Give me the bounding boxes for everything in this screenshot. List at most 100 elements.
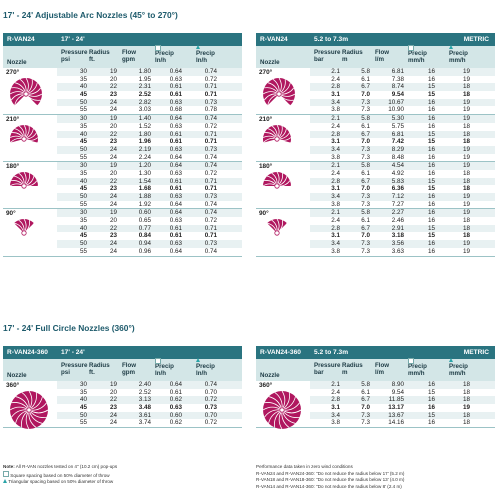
table-cell: 3.1 <box>331 185 340 193</box>
table-cell: 7.3 <box>361 200 370 208</box>
table-cell: 22 <box>109 130 117 138</box>
table-row: 50 24 0.94 0.63 0.73 <box>57 240 242 248</box>
nozzle-group: 180° 2.1 5.8 4.54 16 19 2.4 6.1 4.92 16 18 2.8 6.7 5.… <box>256 162 495 210</box>
table-cell: 45 <box>79 404 87 412</box>
table-cell: 0.70 <box>204 388 217 396</box>
triangle-spacing-icon <box>3 479 7 483</box>
table-cell: 5.83 <box>391 177 404 185</box>
table-cell: 16 <box>427 404 435 412</box>
table-row: 2.8 6.7 6.81 15 18 <box>310 130 495 139</box>
table-cell: 6.1 <box>361 169 370 177</box>
table-cell: 20 <box>109 217 117 225</box>
nozzle-cell: 180° <box>256 162 310 208</box>
table-cell: 15 <box>427 91 435 99</box>
range-label: 5.2 to 7.3m <box>314 349 349 356</box>
table-row: 2.8 6.7 8.74 15 18 <box>310 83 495 92</box>
table-row: 3.8 7.3 7.27 16 19 <box>310 201 495 209</box>
table-cell: 18 <box>462 381 470 388</box>
table-cell: 0.61 <box>169 130 182 138</box>
table-cell: 1.96 <box>138 138 151 146</box>
table-cell: 3.1 <box>331 232 340 240</box>
table-row: 2.4 6.1 2.46 16 18 <box>310 217 495 225</box>
table-cell: 50 <box>79 98 87 106</box>
table-row: 40 22 2.31 0.61 0.71 <box>57 83 242 92</box>
table-cell: 1.80 <box>138 68 151 75</box>
notes-title: Note: <box>3 464 15 469</box>
table-cell: 16 <box>427 122 435 130</box>
table-cell: 0.64 <box>169 115 182 123</box>
nozzle-group: 210° 2.1 5.8 5.30 16 19 2.4 6.1 5.75 16 18 2.8 6.7 6.… <box>256 115 495 163</box>
table-cell: 50 <box>79 240 87 248</box>
table-row: 30 19 0.60 0.64 0.74 <box>57 209 242 218</box>
table-cell: 19 <box>462 200 470 208</box>
table-cell: 20 <box>109 388 117 396</box>
nozzle-arc-label: 90° <box>6 210 16 218</box>
table-row: 3.4 7.3 8.29 16 19 <box>310 145 495 154</box>
table-cell: 16 <box>427 217 435 225</box>
nozzle-arc-label: 90° <box>259 210 269 218</box>
table-cell: 7.3 <box>361 153 370 161</box>
table-cell: 2.40 <box>138 381 151 388</box>
column-header: Radius m <box>342 362 363 376</box>
column-header: Precip In/h <box>155 358 183 377</box>
table-cell: 6.7 <box>361 177 370 185</box>
table-cell: 0.68 <box>169 106 182 114</box>
nozzle-group: 90° 2.1 5.8 2.27 16 19 2.4 6.1 2.46 16 18 2.8 6.7 2.9… <box>256 209 495 257</box>
table-cell: 15 <box>427 177 435 185</box>
table-cell: 15 <box>427 224 435 232</box>
table-cell: 18 <box>462 411 470 419</box>
table-cell: 15 <box>427 130 435 138</box>
table-cell: 5.8 <box>361 68 370 75</box>
table-cell: 0.62 <box>169 396 182 404</box>
table-cell: 7.3 <box>361 247 370 255</box>
table-row: 2.4 6.1 5.75 16 18 <box>310 123 495 131</box>
table-cell: 0.64 <box>169 381 182 388</box>
metric-label: METRIC <box>463 36 489 43</box>
table-cell: 0.71 <box>204 177 217 185</box>
nozzle-spray-icon <box>14 219 35 236</box>
metric-label: METRIC <box>463 349 489 356</box>
table-cell: 2.31 <box>138 83 151 91</box>
nozzle-group: 360° 30 19 2.40 0.64 0.74 35 20 2.52 0.61 0.70 40 22… <box>3 381 242 430</box>
table-row: 50 24 3.61 0.60 0.70 <box>57 411 242 420</box>
table-cell: 24 <box>109 153 117 161</box>
table-cell: 0.96 <box>138 247 151 255</box>
table-cell: 30 <box>79 115 87 123</box>
triangle-spacing-icon <box>196 45 200 49</box>
table-cell: 19 <box>109 68 117 75</box>
table-cell: 19 <box>462 193 470 200</box>
nozzle-cell: 270° <box>3 68 57 114</box>
table-cell: 30 <box>79 68 87 75</box>
column-header-row: Nozzle Pressure bar Radius m Flow l/m Precip mm/… <box>256 358 495 381</box>
table-cell: 2.1 <box>331 162 340 170</box>
table-cell: 18 <box>462 388 470 396</box>
table-title-bar: R-VAN24 5.2 to 7.3m METRIC <box>256 33 495 46</box>
table-cell: 50 <box>79 145 87 153</box>
table-cell: 8.90 <box>391 381 404 388</box>
table-row: 3.1 7.0 9.54 15 18 <box>310 91 495 99</box>
table-cell: 22 <box>109 177 117 185</box>
table-row: 2.4 6.1 9.54 15 18 <box>310 389 495 397</box>
table-cell: 2.8 <box>331 396 340 404</box>
table-cell: 0.61 <box>169 177 182 185</box>
table-cell: 3.61 <box>138 411 151 419</box>
table-cell: 16 <box>427 200 435 208</box>
table-cell: 0.74 <box>204 115 217 123</box>
table-cell: 0.70 <box>204 411 217 419</box>
table-cell: 6.7 <box>361 396 370 404</box>
table-cell: 23 <box>109 404 117 412</box>
table-cell: 3.18 <box>391 232 404 240</box>
column-header: Pressure psi <box>61 362 88 376</box>
table-cell: 50 <box>79 411 87 419</box>
table-cell: 45 <box>79 185 87 193</box>
table-cell: 16 <box>427 419 435 427</box>
column-header: Pressure psi <box>61 49 88 63</box>
table-cell: 16 <box>427 106 435 114</box>
table-cell: 19 <box>462 209 470 217</box>
table-cell: 6.1 <box>361 388 370 396</box>
table-cell: 0.64 <box>169 68 182 75</box>
table-cell: 0.63 <box>169 240 182 248</box>
table-row: 2.1 5.8 6.81 16 19 <box>310 68 495 76</box>
column-header: Radius m <box>342 49 363 63</box>
table-cell: 16 <box>427 162 435 170</box>
